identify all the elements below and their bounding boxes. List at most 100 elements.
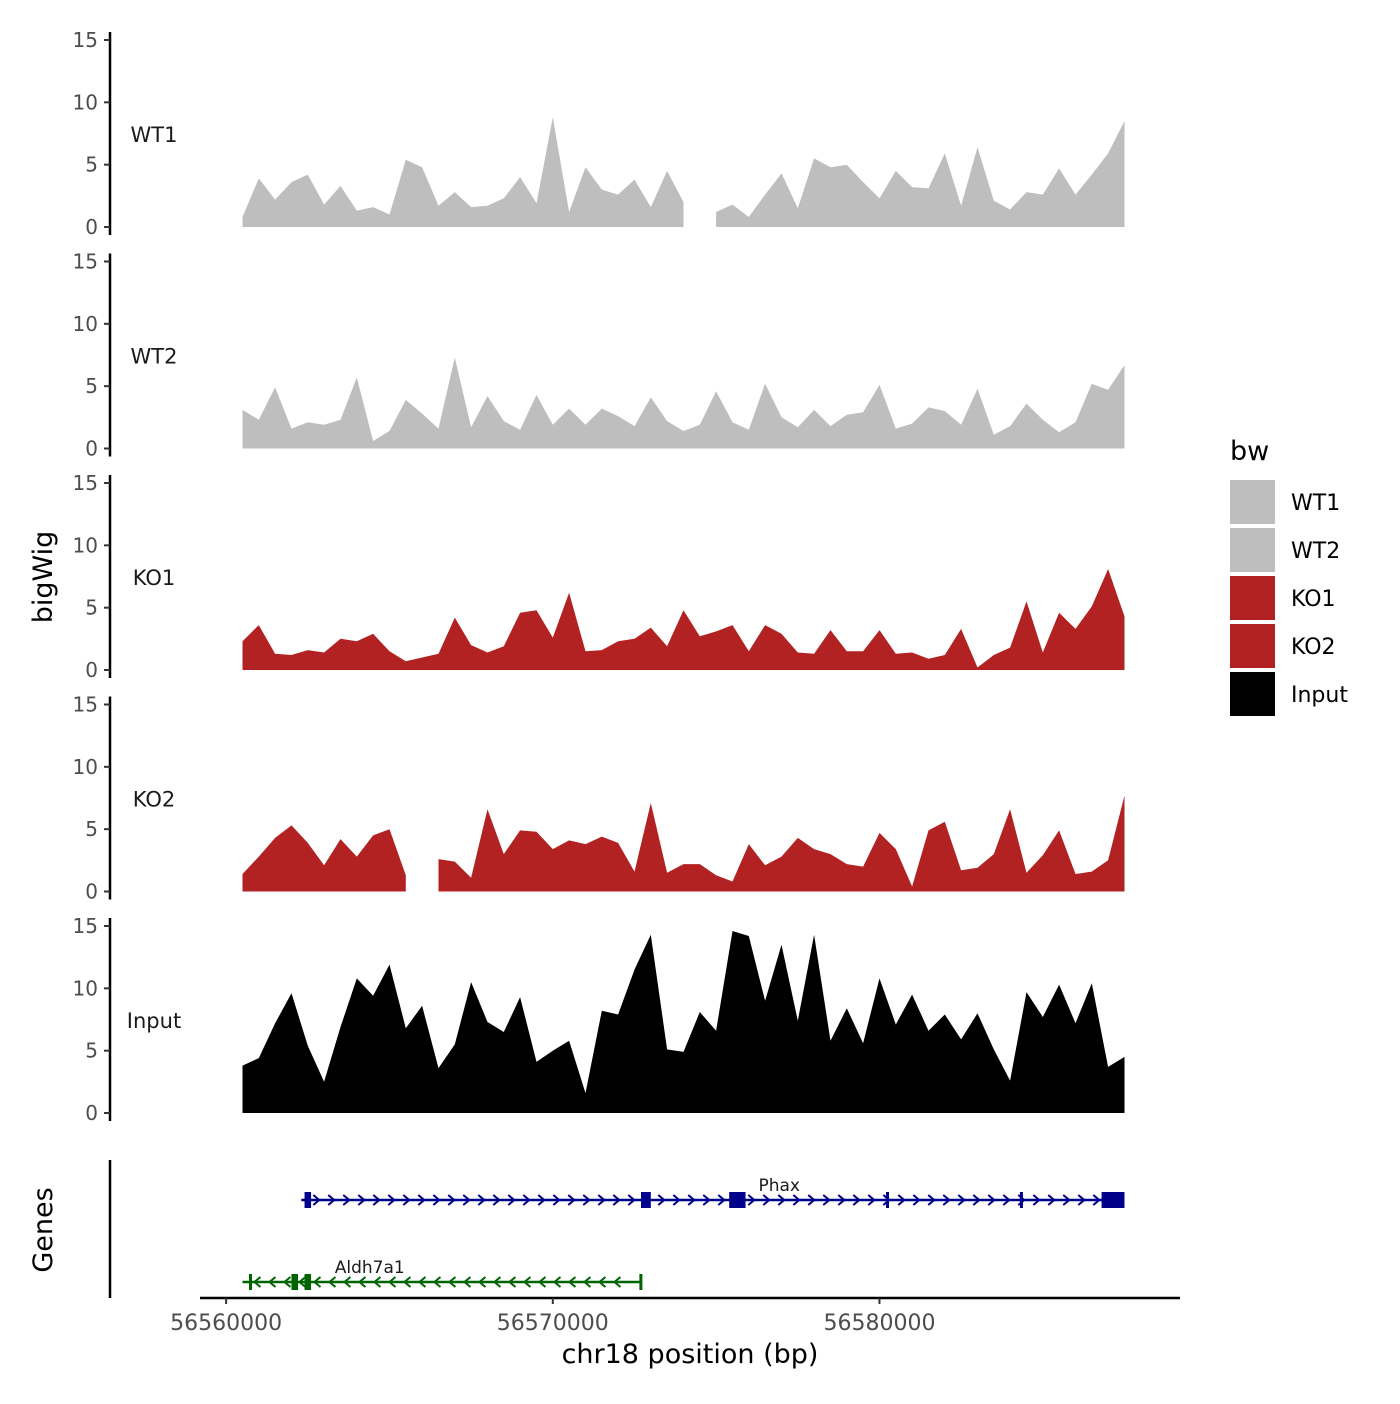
strand-arrow	[477, 1194, 486, 1206]
legend-title: bw	[1230, 436, 1269, 467]
strand-arrow	[852, 1194, 861, 1206]
exon	[304, 1192, 312, 1208]
strand-arrow	[312, 1194, 321, 1206]
strand-arrow	[552, 1276, 562, 1288]
track-wt1: 0 5 10 15 WT1	[73, 28, 1125, 239]
strand-arrow	[657, 1194, 666, 1206]
strand-arrow	[762, 1194, 771, 1206]
exon	[641, 1192, 651, 1208]
track-wt2: 0 5 10 15 WT2	[73, 250, 1125, 461]
strand-arrow	[537, 1276, 547, 1288]
strand-arrow	[342, 1194, 351, 1206]
exon	[729, 1192, 746, 1208]
strand-arrow	[1047, 1194, 1056, 1206]
legend-label-wt1: WT1	[1291, 491, 1340, 516]
y-axis-title: bigWig	[28, 531, 59, 624]
gene-label-aldh7a1: Aldh7a1	[335, 1258, 405, 1278]
strand-arrow	[702, 1194, 711, 1206]
y-tick-label: 15	[73, 250, 98, 274]
strand-arrow	[942, 1194, 951, 1206]
strand-arrow	[552, 1194, 561, 1206]
strand-arrow	[567, 1194, 576, 1206]
y-tick-label: 15	[73, 693, 98, 717]
exon	[1101, 1192, 1125, 1208]
y-tick-label: 0	[85, 658, 98, 682]
strand-arrow	[252, 1276, 262, 1288]
strand-arrow	[447, 1276, 457, 1288]
y-tick-label: 0	[85, 215, 98, 239]
x-tick-label: 56580000	[823, 1311, 935, 1336]
y-tick-label: 15	[73, 28, 98, 52]
strand-arrow	[957, 1194, 966, 1206]
strand-arrow	[507, 1276, 517, 1288]
strand-arrow	[597, 1276, 607, 1288]
strand-arrow	[1092, 1194, 1101, 1206]
strand-arrow	[837, 1194, 846, 1206]
coverage-tracks: 0 5 10 15 WT1 0 5 10 15 WT2 0 5 10 15 KO1 0 5 10 15 KO2 0 5 10…	[73, 28, 1125, 1125]
strand-arrow	[687, 1194, 696, 1206]
strand-arrow	[297, 1276, 307, 1288]
strand-arrow	[1062, 1194, 1071, 1206]
strand-arrow	[582, 1194, 591, 1206]
strand-arrow	[492, 1194, 501, 1206]
strand-arrow	[327, 1276, 337, 1288]
exon	[291, 1274, 298, 1290]
y-tick-label: 15	[73, 471, 98, 495]
strand-arrow	[387, 1194, 396, 1206]
coverage-area-input	[242, 931, 1125, 1113]
y-tick-label: 10	[73, 90, 98, 114]
strand-arrow	[1077, 1194, 1086, 1206]
gene-phax: Phax	[301, 1176, 1125, 1208]
legend-label-ko1: KO1	[1291, 587, 1336, 612]
strand-arrow	[777, 1194, 786, 1206]
strand-arrow	[747, 1194, 756, 1206]
strand-arrow	[402, 1276, 412, 1288]
strand-arrow	[792, 1194, 801, 1206]
strand-arrow	[522, 1276, 532, 1288]
gene-label-phax: Phax	[758, 1176, 800, 1196]
track-label-wt1: WT1	[131, 123, 178, 147]
legend-label-input: Input	[1291, 683, 1348, 708]
strand-arrow	[507, 1194, 516, 1206]
legend-swatch-ko2	[1230, 624, 1275, 668]
strand-arrow	[372, 1276, 382, 1288]
strand-arrow	[312, 1276, 322, 1288]
strand-arrow	[987, 1194, 996, 1206]
x-axis: chr18 position (bp) 56560000 56570000 5658…	[170, 1296, 1180, 1370]
x-tick-label: 56570000	[497, 1311, 609, 1336]
strand-arrow	[327, 1194, 336, 1206]
strand-arrow	[537, 1194, 546, 1206]
strand-arrow	[1002, 1194, 1011, 1206]
strand-arrow	[432, 1194, 441, 1206]
strand-arrow	[867, 1194, 876, 1206]
track-label-ko1: KO1	[133, 566, 176, 590]
strand-arrow	[417, 1194, 426, 1206]
strand-arrow	[882, 1194, 891, 1206]
track-label-ko2: KO2	[133, 788, 176, 812]
strand-arrow	[462, 1276, 472, 1288]
exon	[304, 1274, 312, 1290]
strand-arrow	[807, 1194, 816, 1206]
strand-arrow	[717, 1194, 726, 1206]
y-tick-label: 5	[85, 817, 98, 841]
strand-arrow	[462, 1194, 471, 1206]
exon	[249, 1274, 252, 1290]
track-label-input: Input	[127, 1009, 181, 1033]
strand-arrow	[597, 1194, 606, 1206]
strand-arrow	[567, 1276, 577, 1288]
strand-arrow	[582, 1276, 592, 1288]
strand-arrow	[372, 1194, 381, 1206]
y-tick-label: 0	[85, 1101, 98, 1125]
strand-arrow	[477, 1276, 487, 1288]
strand-arrow	[612, 1276, 622, 1288]
y-tick-label: 0	[85, 880, 98, 904]
exon	[886, 1192, 889, 1208]
track-ko1: 0 5 10 15 KO1	[73, 471, 1125, 682]
y-tick-label: 15	[73, 914, 98, 938]
coverage-area-ko1	[242, 569, 1125, 670]
legend-swatch-wt2	[1230, 528, 1275, 572]
strand-arrow	[822, 1194, 831, 1206]
strand-arrow	[972, 1194, 981, 1206]
